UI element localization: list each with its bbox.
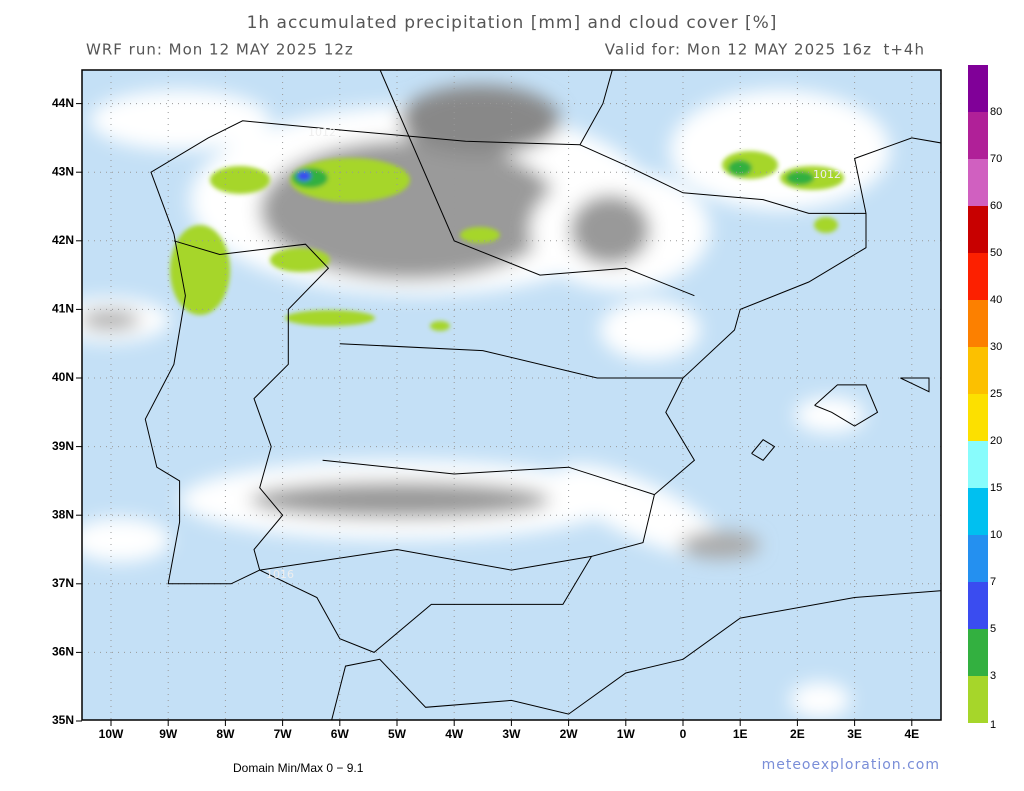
- lon-label: 1E: [733, 727, 748, 741]
- colorbar-label: 20: [990, 435, 1002, 447]
- coastline: [259, 548, 592, 571]
- lon-label: 10W: [99, 727, 124, 741]
- lat-label: 42N: [52, 233, 74, 247]
- title: 1h accumulated precipitation [mm] and cl…: [247, 13, 778, 33]
- colorbar-label: 3: [990, 670, 996, 682]
- colorbar-segment: [968, 394, 988, 441]
- colorbar-label: 15: [990, 482, 1002, 494]
- colorbar-label: 5: [990, 623, 996, 635]
- site-link[interactable]: meteoexploration.com: [762, 757, 940, 773]
- graticule: [82, 70, 941, 720]
- colorbar-segment: [968, 441, 988, 488]
- coastline: [322, 459, 655, 496]
- coastline: [144, 70, 941, 653]
- colorbar-segment: [968, 535, 988, 582]
- coastline: [814, 384, 879, 427]
- min-max: Domain Min/Max 0 − 9.1: [233, 761, 364, 775]
- colorbar-segment: [968, 676, 988, 723]
- coastline: [339, 343, 683, 379]
- lon-label: 2W: [560, 727, 579, 741]
- lat-label: 40N: [52, 370, 74, 384]
- valid-info: Valid for: Mon 12 MAY 2025 16z t+4h: [605, 41, 925, 59]
- lon-label: 6W: [331, 727, 350, 741]
- coastline: [751, 439, 776, 461]
- lat-label: 36N: [52, 645, 74, 659]
- precipitation: [170, 151, 844, 331]
- isobar-label: 1012: [813, 168, 841, 181]
- map-area: 1012 1012 1016: [82, 70, 941, 720]
- colorbar-segment: [968, 65, 988, 112]
- colorbar-label: 60: [990, 200, 1002, 212]
- run-info: WRF run: Mon 12 MAY 2025 12z: [86, 41, 354, 59]
- lon-label: 2E: [790, 727, 805, 741]
- lon-label: 1W: [617, 727, 636, 741]
- lon-label: 4E: [904, 727, 919, 741]
- colorbar-label: 70: [990, 153, 1002, 165]
- lon-label: 9W: [159, 727, 178, 741]
- lat-label: 39N: [52, 439, 74, 453]
- lon-label: 4W: [445, 727, 464, 741]
- coastline: [379, 70, 695, 297]
- axes: 44N 43N 42N 41N 40N 39N 38N 37N 36N 35N 10W 9W 8W 7W 6…: [52, 96, 919, 741]
- lat-label: 37N: [52, 576, 74, 590]
- lat-label: 38N: [52, 507, 74, 521]
- colorbar-segment: [968, 159, 988, 206]
- colorbar-segment: [968, 629, 988, 676]
- isobar-label: 1016: [266, 568, 294, 581]
- colorbar-label: 1: [990, 719, 996, 731]
- coastline: [331, 590, 941, 720]
- lat-label: 35N: [52, 713, 74, 727]
- colorbar: 1 3 5 7 10 15 20 25 30 40 50 60 70 80: [968, 65, 1002, 731]
- colorbar-segment: [968, 112, 988, 159]
- colorbar-label: 30: [990, 341, 1002, 353]
- colorbar-label: 40: [990, 294, 1002, 306]
- lon-label: 3E: [847, 727, 862, 741]
- coastline: [579, 144, 866, 214]
- lon-label: 7W: [274, 727, 293, 741]
- isobar-label: 1012: [308, 126, 336, 139]
- lat-label: 43N: [52, 164, 74, 178]
- colorbar-label: 10: [990, 529, 1002, 541]
- colorbar-segment: [968, 253, 988, 300]
- lat-label: 41N: [52, 302, 74, 316]
- colorbar-label: 25: [990, 388, 1002, 400]
- lon-label: 0: [680, 727, 687, 741]
- colorbar-segment: [968, 206, 988, 253]
- colorbar-label: 80: [990, 106, 1002, 118]
- colorbar-segment: [968, 582, 988, 629]
- coastlines: [144, 70, 941, 720]
- lon-label: 3W: [502, 727, 521, 741]
- coastline: [173, 240, 330, 571]
- lat-label: 44N: [52, 96, 74, 110]
- colorbar-segment: [968, 347, 988, 394]
- coastline: [900, 377, 930, 393]
- colorbar-segment: [968, 488, 988, 535]
- lon-label: 8W: [216, 727, 235, 741]
- lon-label: 5W: [388, 727, 407, 741]
- colorbar-segment: [968, 300, 988, 347]
- colorbar-label: 7: [990, 576, 996, 588]
- colorbar-label: 50: [990, 247, 1002, 259]
